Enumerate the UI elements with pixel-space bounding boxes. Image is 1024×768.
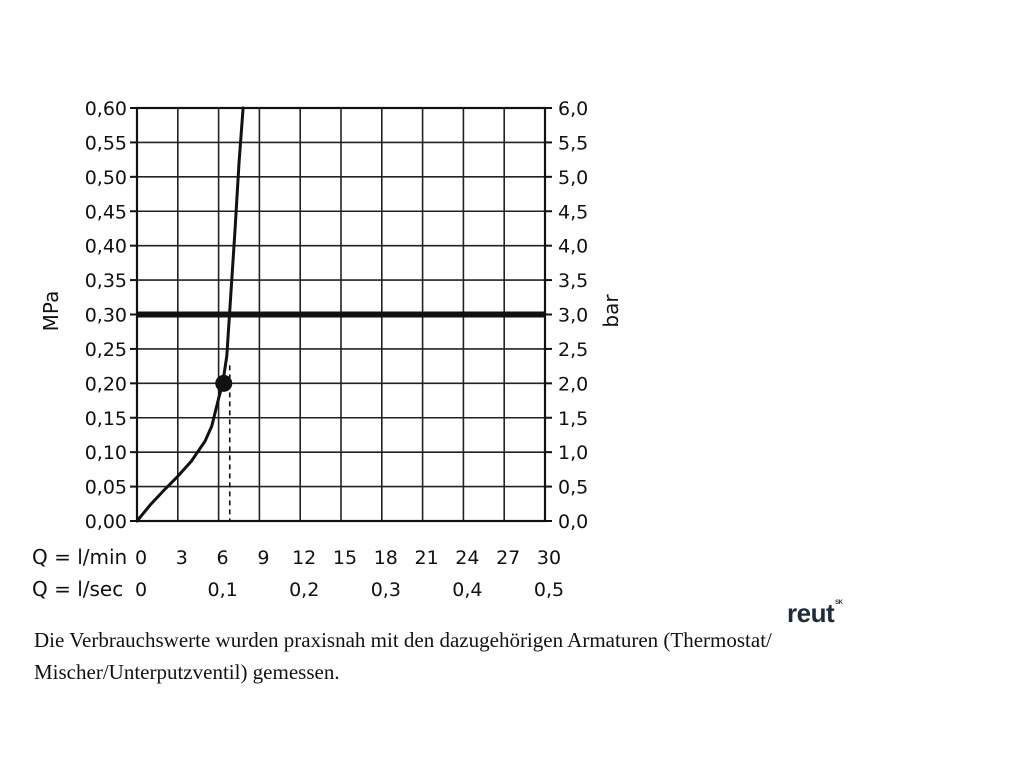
y-right-tick-label: 6,0 [558, 98, 588, 120]
x-axis-tick-label: 15 [333, 547, 357, 569]
y-left-tick-label: 0,15 [85, 408, 127, 430]
y-left-tick-label: 0,50 [85, 167, 127, 189]
y-right-tick-label: 1,5 [558, 408, 588, 430]
y-axis-right-title: bar [599, 294, 623, 328]
x-axis-tick-label: 0,2 [289, 579, 319, 601]
y-left-tick-label: 0,05 [85, 477, 127, 499]
x-axis-tick-label: 18 [374, 547, 398, 569]
y-right-tick-label: 3,0 [558, 305, 588, 327]
y-left-tick-label: 0,40 [85, 236, 127, 258]
y-right-tick-label: 4,0 [558, 236, 588, 258]
x-axis-tick-label: 3 [176, 547, 188, 569]
y-left-tick-label: 0,10 [85, 442, 127, 464]
y-right-tick-label: 2,5 [558, 339, 588, 361]
y-right-tick-label: 3,5 [558, 270, 588, 292]
caption-text: Die Verbrauchswerte wurden praxisnah mit… [34, 628, 772, 684]
x-axis-rows: Q = l/min 0 3 6 9 12 15 18 21 24 27 30 Q = l/sec 0 0,1… [32, 545, 564, 601]
logo-text: reut [787, 598, 835, 628]
y-right-tick-label: 5,5 [558, 132, 588, 154]
x-axis-tick-label: 0,4 [452, 579, 482, 601]
y-left-tick-label: 0,20 [85, 373, 127, 395]
y-right-tick-label: 1,0 [558, 442, 588, 464]
x-axis-tick-label: 30 [537, 547, 561, 569]
y-axis-left-title: MPa [39, 291, 63, 332]
x-axis-tick-label: 0 [135, 579, 147, 601]
y-left-tick-label: 0,00 [85, 511, 127, 533]
x-axis-tick-label: 0 [135, 547, 147, 569]
y-left-tick-label: 0,25 [85, 339, 127, 361]
series-layer [135, 106, 245, 523]
x-axis-tick-label: 27 [496, 547, 520, 569]
x-axis-row-label: Q = l/sec [32, 577, 123, 601]
x-axis-tick-label: 0,3 [371, 579, 401, 601]
x-axis-tick-label: 24 [455, 547, 479, 569]
y-left-tick-label: 0,35 [85, 270, 127, 292]
x-axis-tick-label: 21 [415, 547, 439, 569]
y-left-tick-label: 0,30 [85, 305, 127, 327]
y-left-tick-label: 0,45 [85, 201, 127, 223]
y-right-tick-label: 0,0 [558, 511, 588, 533]
x-axis-tick-label: 12 [292, 547, 316, 569]
y-right-tick-label: 2,0 [558, 373, 588, 395]
operating-point-marker [215, 374, 233, 392]
y-axis-left-ticks: 0,00 0,05 0,10 0,15 0,20 0,25 0,30 0,35 0,40 0,45… [85, 98, 137, 533]
x-axis-tick-label: 0,1 [207, 579, 237, 601]
y-right-tick-label: 5,0 [558, 167, 588, 189]
reut-logo: reutSK [787, 598, 843, 629]
y-right-tick-label: 0,5 [558, 477, 588, 499]
series-line [135, 106, 245, 523]
x-axis-row-label: Q = l/min [32, 545, 127, 569]
y-axis-right-ticks: 0,0 0,5 1,0 1,5 2,0 2,5 3,0 3,5 4,0 4,5 5,0 5,5 6,0 [545, 98, 588, 533]
y-left-tick-label: 0,60 [85, 98, 127, 120]
logo-superscript: SK [835, 600, 843, 606]
y-right-tick-label: 4,5 [558, 201, 588, 223]
x-axis-tick-label: 0,5 [534, 579, 564, 601]
chart-grid [137, 108, 545, 521]
x-axis-tick-label: 6 [217, 547, 229, 569]
x-axis-tick-label: 9 [257, 547, 269, 569]
y-left-tick-label: 0,55 [85, 132, 127, 154]
